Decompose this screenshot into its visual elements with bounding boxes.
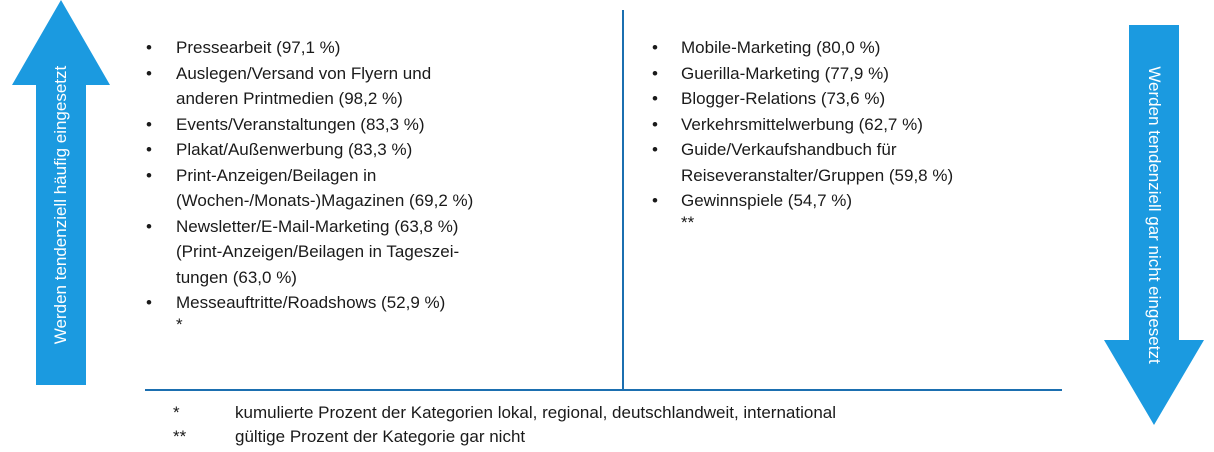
bullet: • bbox=[146, 216, 152, 236]
list-item-line: Verkehrsmittelwerbung (62,7 %) bbox=[681, 114, 923, 134]
list-item-line: Guide/Verkaufshandbuch für bbox=[681, 140, 897, 159]
bullet: • bbox=[652, 140, 658, 159]
list-item-line: Auslegen/Versand von Flyern und bbox=[176, 63, 432, 83]
bullet: • bbox=[652, 191, 658, 210]
bullet: • bbox=[652, 38, 658, 57]
footnote-symbol: * bbox=[173, 403, 180, 422]
bullet: • bbox=[146, 293, 152, 312]
list-item-line: Mobile-Marketing (80,0 %) bbox=[681, 38, 881, 57]
list-item-line: Plakat/Außenwerbung (83,3 %) bbox=[176, 140, 413, 159]
bullet: • bbox=[652, 114, 658, 134]
list-item-line: Guerilla-Marketing (77,9 %) bbox=[681, 63, 889, 83]
bullet: • bbox=[146, 140, 152, 159]
list-item-line: Gewinnspiele (54,7 %) bbox=[681, 191, 853, 210]
list-item-line: anderen Printmedien (98,2 %) bbox=[176, 89, 403, 108]
right-arrow-label: Werden tendenziell gar nicht eingesetzt bbox=[1145, 66, 1164, 364]
bullet: • bbox=[146, 165, 152, 185]
list-item-line: Pressearbeit (97,1 %) bbox=[176, 38, 341, 57]
footnote-text: gültige Prozent der Kategorie gar nicht bbox=[235, 427, 526, 446]
bullet: • bbox=[652, 89, 658, 108]
list-item-line: Newsletter/E-Mail-Marketing (63,8 %) bbox=[176, 216, 459, 236]
bullet: • bbox=[146, 38, 152, 57]
list-item-line: Events/Veranstaltungen (83,3 %) bbox=[176, 114, 425, 134]
left-arrow-label: Werden tendenziell häufig eingesetzt bbox=[51, 65, 70, 345]
marker: * bbox=[176, 314, 183, 334]
up-arrow bbox=[12, 0, 110, 385]
bullet: • bbox=[146, 114, 152, 134]
list-item-line: Blogger-Relations (73,6 %) bbox=[681, 89, 886, 108]
footnote-symbol: ** bbox=[173, 427, 187, 446]
marker: ** bbox=[681, 212, 695, 232]
list-item-line: (Wochen-/Monats-)Magazinen (69,2 %) bbox=[176, 191, 474, 210]
list-item-line: tungen (63,0 %) bbox=[176, 267, 297, 287]
down-arrow bbox=[1104, 25, 1204, 425]
list-item-line: Print-Anzeigen/Beilagen in bbox=[176, 165, 377, 185]
bullet: • bbox=[652, 63, 658, 83]
list-item-line: (Print-Anzeigen/Beilagen in Tageszei- bbox=[176, 242, 460, 261]
footnote-text: kumulierte Prozent der Kategorien lokal,… bbox=[235, 403, 837, 422]
bullet: • bbox=[146, 63, 152, 83]
list-item-line: Reiseveranstalter/Gruppen (59,8 %) bbox=[681, 165, 954, 185]
list-item-line: Messeauftritte/Roadshows (52,9 %) bbox=[176, 293, 446, 312]
